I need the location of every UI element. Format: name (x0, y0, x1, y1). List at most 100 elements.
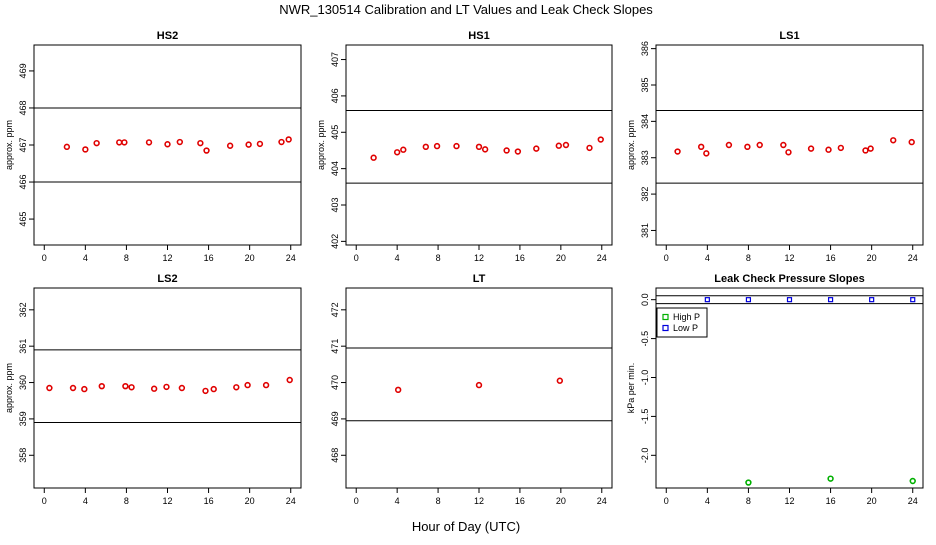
x-tick-label: 0 (42, 253, 47, 263)
y-tick-label: 403 (330, 197, 340, 212)
data-point (150, 385, 158, 392)
data-point (226, 142, 234, 149)
panel-1: HS1 approx. ppm 0 4 8 12 16 20 24 402 403 404 405 406… (316, 30, 613, 263)
x-tick-label: 16 (826, 253, 836, 263)
data-point (82, 146, 89, 153)
y-tick-label: 407 (330, 52, 340, 67)
y-axis-label: approx. ppm (4, 120, 14, 170)
legend-label: Low P (673, 323, 698, 333)
y-tick-label: -2.0 (640, 448, 650, 464)
x-tick-label: 0 (354, 253, 359, 263)
x-axis-label: Hour of Day (UTC) (412, 519, 520, 534)
x-tick-label: 20 (867, 496, 877, 506)
data-point (908, 138, 915, 146)
x-tick-label: 20 (867, 253, 877, 263)
panel-title: HS2 (157, 30, 178, 42)
data-point (285, 136, 292, 143)
x-tick-label: 12 (784, 253, 794, 263)
y-tick-label: 469 (330, 411, 340, 426)
y-tick-label: 402 (330, 234, 340, 249)
data-point (704, 297, 710, 303)
y-tick-label: 383 (640, 150, 650, 165)
data-point (780, 141, 787, 149)
x-tick-label: 16 (515, 496, 525, 506)
legend-box (656, 307, 708, 338)
data-point (562, 141, 570, 149)
x-tick-label: 4 (395, 253, 400, 263)
data-point (586, 144, 593, 152)
x-tick-label: 24 (597, 253, 607, 263)
data-point (910, 297, 916, 303)
x-tick-label: 8 (436, 253, 441, 263)
data-point (909, 477, 916, 485)
y-tick-label: 361 (18, 339, 28, 354)
legend-marker (662, 313, 669, 321)
data-point (244, 381, 251, 389)
data-point (145, 139, 153, 146)
y-tick-label: 472 (330, 302, 340, 317)
y-axis-label: approx. ppm (316, 120, 326, 170)
data-point (256, 140, 264, 148)
data-point (245, 141, 252, 148)
data-point (93, 139, 100, 147)
data-point (433, 142, 441, 150)
x-tick-label: 4 (83, 496, 88, 506)
x-tick-label: 8 (124, 496, 129, 506)
data-point (744, 143, 751, 151)
x-tick-label: 24 (908, 496, 918, 506)
y-tick-label: 360 (18, 375, 28, 390)
panel-4: LT 0 4 8 12 16 20 24 468 469 470 471 472 (330, 273, 613, 506)
y-axis-label: approx. ppm (626, 120, 636, 170)
data-point (597, 136, 604, 143)
data-point (210, 385, 217, 393)
y-tick-label: 359 (18, 411, 28, 426)
panel-title: HS1 (468, 30, 489, 42)
data-point (725, 141, 733, 149)
figure-title: NWR_130514 Calibration and LT Values and… (279, 2, 653, 17)
y-tick-label: 362 (18, 302, 28, 317)
data-point (121, 139, 128, 146)
panel-title: LS2 (157, 273, 177, 285)
panel-title: LT (473, 273, 486, 285)
data-point (233, 384, 240, 391)
x-tick-label: 8 (746, 496, 751, 506)
y-tick-label: 382 (640, 187, 650, 202)
x-tick-label: 16 (515, 253, 525, 263)
x-tick-label: 24 (908, 253, 918, 263)
y-tick-label: 0.0 (640, 293, 650, 306)
data-point (176, 138, 184, 146)
data-point (69, 384, 77, 392)
data-point (697, 143, 705, 151)
x-tick-label: 20 (556, 253, 566, 263)
data-point (128, 384, 135, 391)
x-tick-label: 8 (436, 496, 441, 506)
data-point (370, 154, 377, 161)
data-point (81, 385, 88, 393)
y-axis-label: kPa per min. (626, 363, 636, 414)
x-tick-label: 24 (597, 496, 607, 506)
data-point (745, 297, 752, 303)
data-point (481, 146, 489, 153)
data-point (827, 475, 834, 482)
panel-0: HS2 approx. ppm 0 4 8 12 16 20 24 465 466 467 468 469 (4, 30, 302, 263)
data-point (164, 141, 171, 148)
x-tick-label: 20 (556, 496, 566, 506)
panel-title: LS1 (779, 30, 799, 42)
x-tick-label: 4 (395, 496, 400, 506)
data-point (262, 381, 270, 389)
y-tick-label: 384 (640, 114, 650, 129)
data-point (286, 376, 293, 384)
y-tick-label: 466 (18, 175, 28, 190)
x-tick-label: 8 (124, 253, 129, 263)
data-point (869, 297, 875, 303)
data-point (807, 145, 815, 152)
data-point (202, 387, 209, 395)
data-point (46, 384, 53, 392)
x-tick-label: 0 (354, 496, 359, 506)
data-point (116, 139, 123, 146)
panel-5: Leak Check Pressure Slopes kPa per min. 0 4… (626, 273, 924, 506)
y-tick-label: 404 (330, 161, 340, 176)
